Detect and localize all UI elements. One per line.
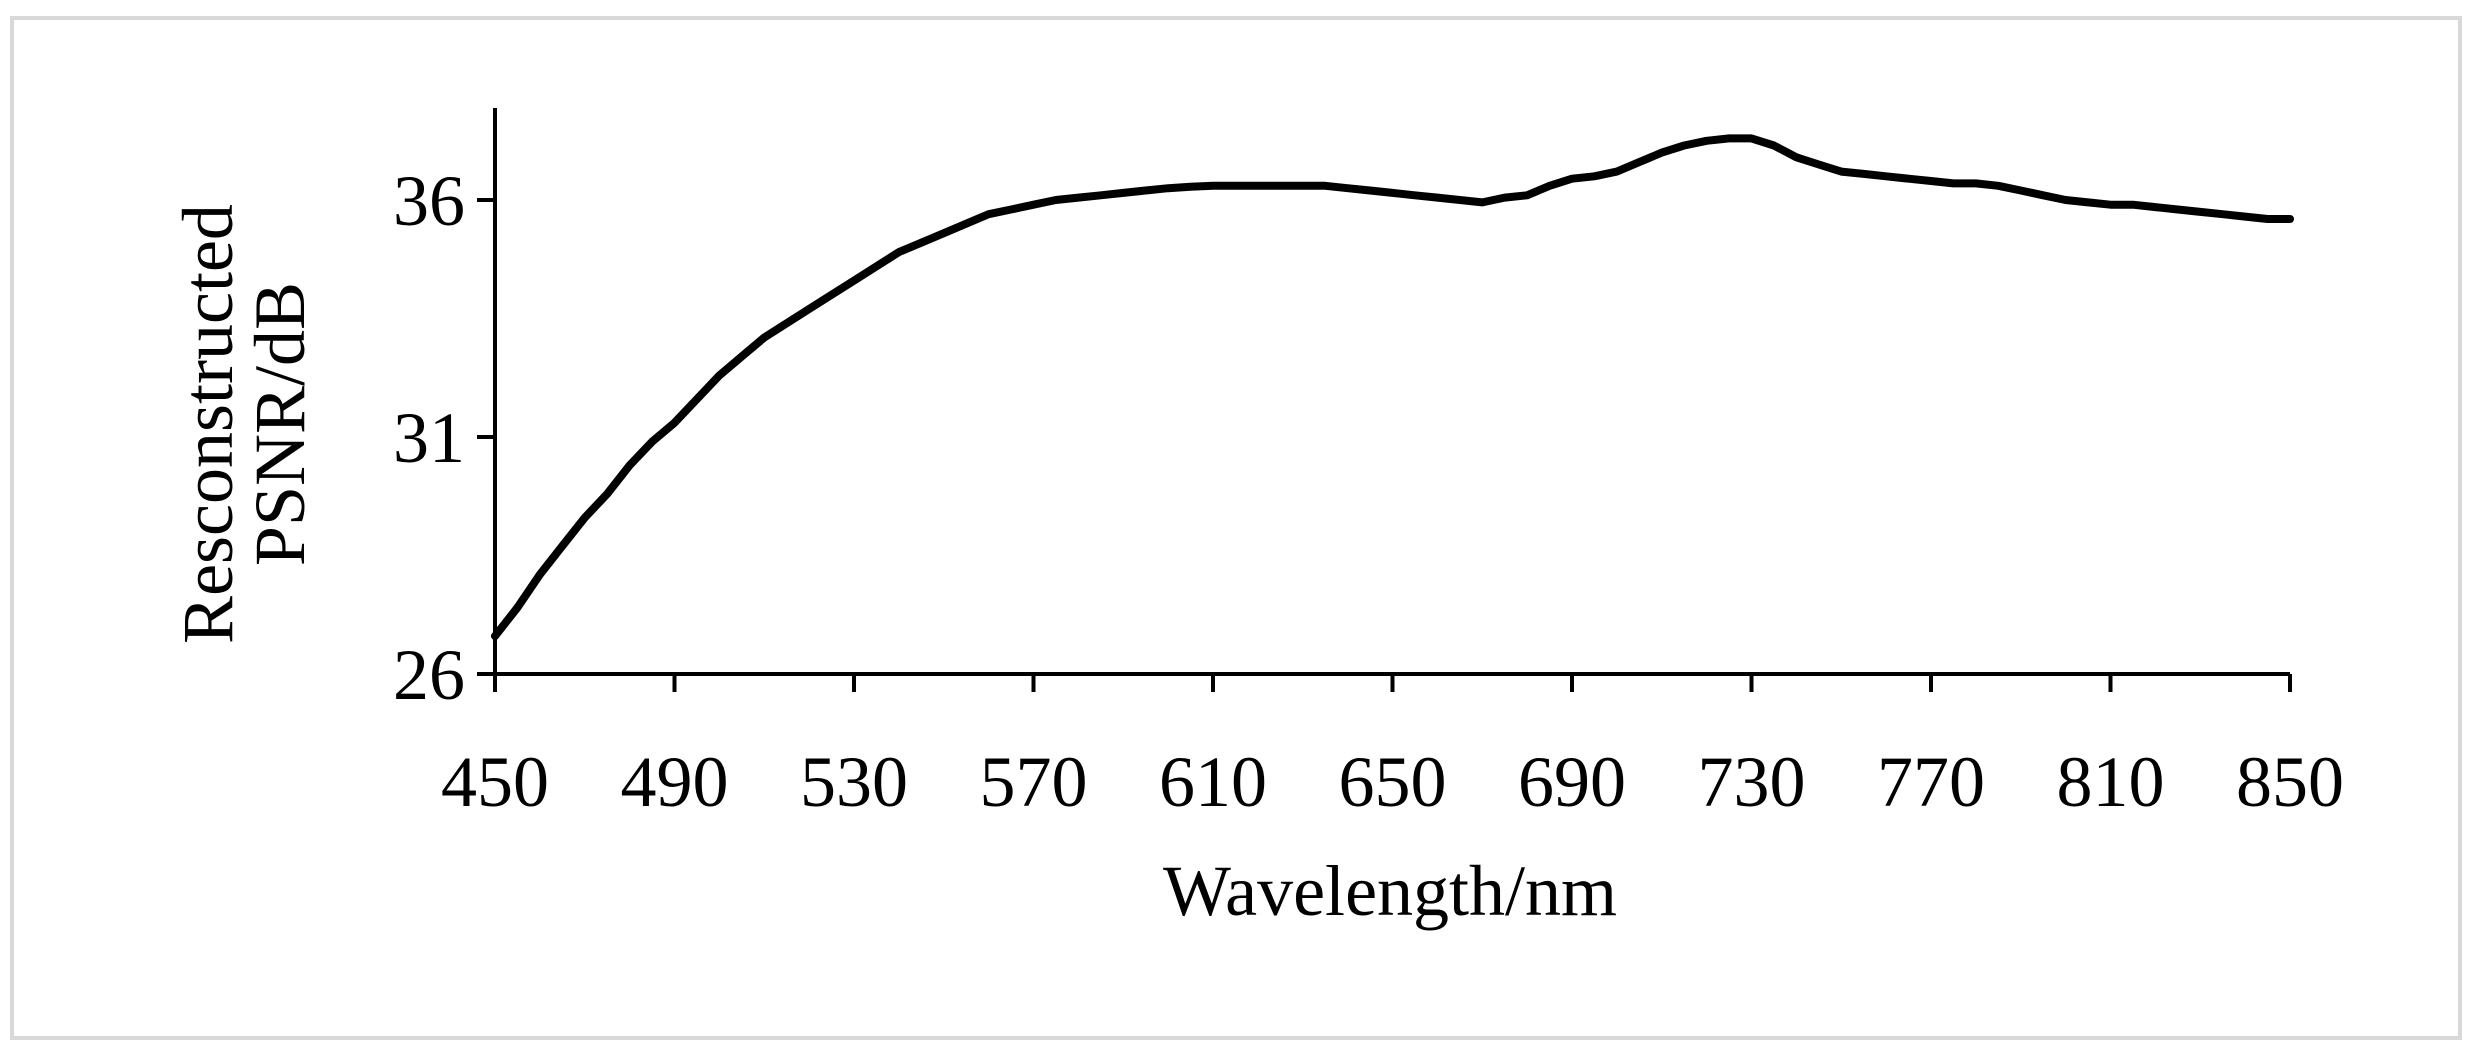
psnr-series-line [491,134,2294,641]
x-axis-title: Wavelength/nm [1163,851,1617,931]
y-axis-title-line-1: Resconstructed [168,204,248,644]
x-tick-label: 730 [1698,742,1806,822]
x-tick-label: 690 [1518,742,1626,822]
x-tick-label: 770 [1877,742,1985,822]
y-axis-title: Resconstructed PSNR/dB [168,204,320,644]
x-tick-label: 810 [2057,742,2165,822]
y-axis-title-line-2: PSNR/dB [240,282,320,566]
x-tick-label: 490 [621,742,729,822]
y-tick-label: 31 [393,398,465,478]
x-tick-label: 610 [1159,742,1267,822]
x-tick-label: 650 [1339,742,1447,822]
series-lines [491,134,2294,641]
y-tick-label: 36 [393,161,465,241]
x-tick-label: 530 [800,742,908,822]
x-tick-label: 450 [441,742,549,822]
x-tick-label: 850 [2236,742,2344,822]
ticks: 450 490 530 570 610 650 690 730 770 810 850 26 31 36 [393,161,2344,822]
y-tick-label: 26 [393,635,465,715]
x-tick-label: 570 [980,742,1088,822]
